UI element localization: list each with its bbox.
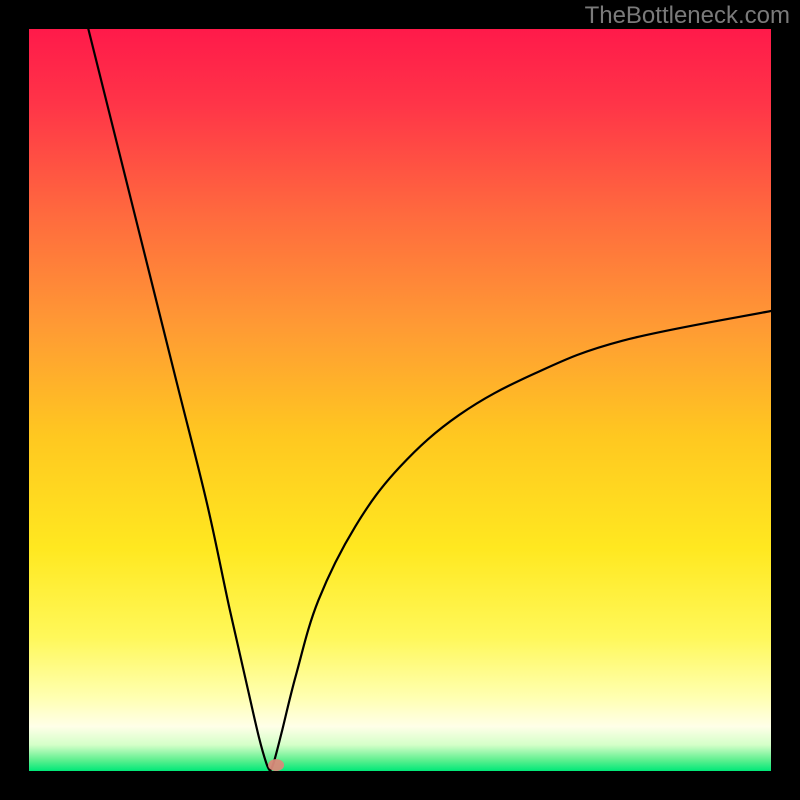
minimum-marker	[268, 759, 284, 771]
bottleneck-chart	[0, 0, 800, 800]
chart-container: TheBottleneck.com	[0, 0, 800, 800]
plot-background-gradient	[29, 29, 771, 771]
